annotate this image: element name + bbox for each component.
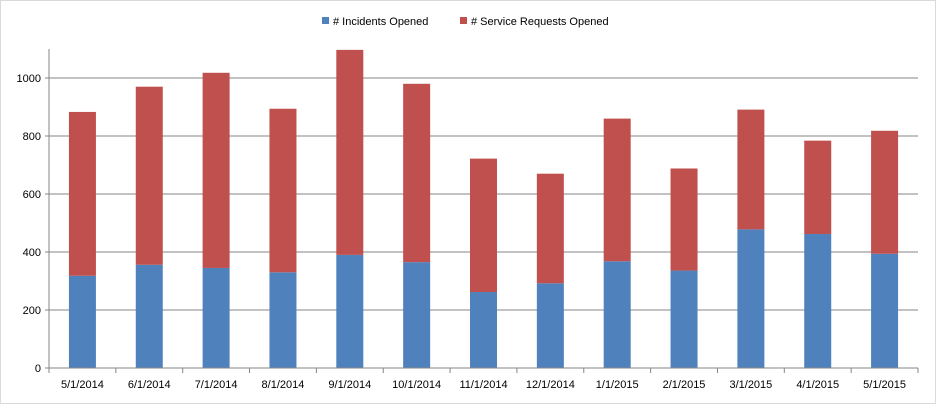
y-tick-label: 1000 xyxy=(17,73,41,85)
x-tick-label: 1/1/2015 xyxy=(596,379,639,391)
x-tick-label: 7/1/2014 xyxy=(195,379,238,391)
bar-service-requests xyxy=(603,118,631,262)
bar-incidents xyxy=(536,283,564,368)
x-tick-label: 11/1/2014 xyxy=(459,379,507,391)
bar-incidents xyxy=(737,229,765,368)
bar-service-requests xyxy=(871,130,899,254)
x-tick-label: 6/1/2014 xyxy=(128,379,171,391)
x-tick-label: 3/1/2015 xyxy=(729,379,772,391)
bar-incidents xyxy=(470,292,497,368)
y-tick-label: 0 xyxy=(35,363,41,375)
legend-label-service-requests: # Service Requests Opened xyxy=(471,16,609,28)
bar-incidents xyxy=(68,275,96,368)
bar-service-requests xyxy=(470,158,497,293)
x-tick-label: 9/1/2014 xyxy=(328,379,371,391)
x-tick-label: 8/1/2014 xyxy=(262,379,305,391)
bar-service-requests xyxy=(670,168,698,271)
bar-service-requests xyxy=(737,109,765,230)
bar-incidents xyxy=(336,254,364,368)
x-tick-label: 12/1/2014 xyxy=(526,379,575,391)
bar-service-requests xyxy=(336,49,364,255)
bar-incidents xyxy=(135,264,163,368)
y-tick-label: 200 xyxy=(23,305,41,317)
legend: # Incidents Opened # Service Requests Ope… xyxy=(322,16,609,28)
bar-incidents xyxy=(871,253,899,368)
x-axis: 5/1/2014 6/1/2014 7/1/2014 8/1/2014 9/1/2014… xyxy=(48,367,919,391)
legend-swatch-incidents xyxy=(322,17,329,24)
bar-incidents xyxy=(603,261,631,368)
legend-label-incidents: # Incidents Opened xyxy=(333,16,428,28)
bar-incidents xyxy=(202,267,230,368)
x-tick-label: 5/1/2015 xyxy=(863,379,906,391)
bar-service-requests xyxy=(804,140,832,235)
bar-service-requests xyxy=(536,173,564,284)
bar-service-requests xyxy=(403,83,431,263)
x-tick-label: 10/1/2014 xyxy=(392,379,441,391)
y-tick-label: 800 xyxy=(23,131,41,143)
y-axis: 0 200 400 600 800 1000 xyxy=(17,49,50,375)
bar-service-requests xyxy=(135,86,163,265)
bar-incidents xyxy=(269,272,297,368)
bars xyxy=(68,49,899,368)
bar-incidents xyxy=(804,234,832,368)
bar-service-requests xyxy=(68,111,96,276)
bar-incidents xyxy=(670,270,698,368)
y-tick-label: 600 xyxy=(23,189,41,201)
bar-service-requests xyxy=(269,108,297,273)
bar-service-requests xyxy=(202,72,230,268)
legend-swatch-service-requests xyxy=(460,17,467,24)
bar-incidents xyxy=(403,262,431,368)
y-tick-label: 400 xyxy=(23,247,41,259)
x-tick-label: 5/1/2014 xyxy=(61,379,104,391)
x-tick-label: 2/1/2015 xyxy=(663,379,706,391)
x-tick-label: 4/1/2015 xyxy=(796,379,839,391)
